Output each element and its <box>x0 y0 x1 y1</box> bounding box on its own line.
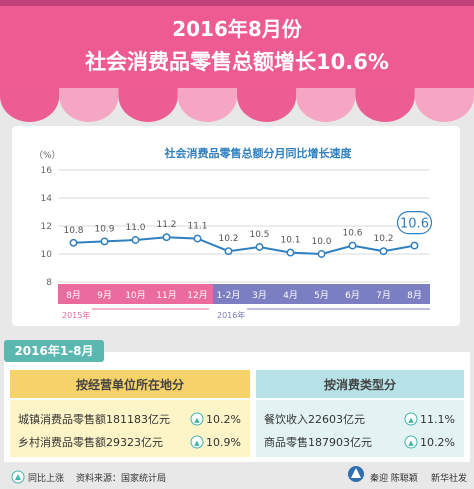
data-label: 10.9 <box>94 224 114 234</box>
awning-scallops <box>0 88 474 123</box>
awning-scallop <box>0 88 60 122</box>
data-point <box>69 238 78 247</box>
data-label: 10.8 <box>63 226 83 236</box>
awning-scallop <box>177 88 237 123</box>
source-label: 资料来源：国家统计局 <box>76 472 166 484</box>
data-point <box>100 237 109 246</box>
legend-label: 同比上涨 <box>28 472 64 484</box>
left-row-2-value: 10.9% <box>206 436 241 449</box>
up-triangle-icon <box>190 435 204 449</box>
data-point <box>348 241 357 250</box>
x-tick-label: 4月 <box>283 290 298 301</box>
data-labels: 10.8 10.9 11.0 11.2 11.1 10.2 10.5 10.1 10.0 10.6… <box>63 220 393 247</box>
x-tick-label: 10月 <box>125 290 145 301</box>
left-body-bg <box>10 400 250 457</box>
left-row-1-label: 城镇消费品零售额181183亿元 <box>18 412 170 426</box>
data-point <box>131 236 140 244</box>
data-label: 11.2 <box>156 220 176 230</box>
awning-scallop <box>237 88 297 122</box>
data-point <box>255 243 264 251</box>
period-label: 2016年1-8月 <box>14 343 93 358</box>
svg-text:▲: ▲ <box>194 416 200 424</box>
x-tick-labels: 8月 9月 10月 11月 12月 1-2月 3月 4月 5月 6月 7月 8月 <box>66 290 422 301</box>
y-tick-label: 10 <box>41 250 53 260</box>
awning-background <box>0 0 474 90</box>
data-point <box>410 241 419 250</box>
highlight-label: 10.6 <box>400 217 429 232</box>
title-line-1: 2016年8月份 <box>172 17 303 41</box>
right-heading: 按消费类型分 <box>324 377 396 392</box>
x-tick-label: 12月 <box>187 290 207 301</box>
y-tick-label: 12 <box>41 222 52 232</box>
y-tick-labels: 8 10 12 14 16 <box>41 166 53 288</box>
data-label: 10.5 <box>249 230 269 240</box>
left-heading: 按经营单位所在地分 <box>76 377 184 392</box>
x-tick-label: 7月 <box>376 290 391 301</box>
data-label: 10.0 <box>311 237 331 247</box>
awning-scallop <box>296 88 356 123</box>
x-tick-label: 8月 <box>407 290 422 301</box>
data-point <box>379 247 388 256</box>
data-label: 10.2 <box>373 234 393 244</box>
up-triangle-icon <box>190 412 204 426</box>
data-label: 10.6 <box>342 229 362 239</box>
data-point <box>162 233 171 242</box>
band-2015 <box>58 284 213 304</box>
chart-title: 社会消费品零售总额分月同比增长速度 <box>164 146 353 160</box>
data-label: 11.1 <box>187 222 207 232</box>
svg-text:▲: ▲ <box>408 439 414 447</box>
data-point <box>286 248 295 257</box>
left-row-1-value: 10.2% <box>206 413 241 426</box>
up-triangle-icon <box>404 412 418 426</box>
x-tick-label: 11月 <box>156 290 176 301</box>
grid <box>58 169 430 283</box>
x-tick-label: 6月 <box>345 290 360 301</box>
right-row-1-label: 餐饮收入22603亿元 <box>264 412 365 426</box>
svg-text:▲: ▲ <box>194 439 200 447</box>
y-tick-label: 16 <box>41 166 53 176</box>
right-row-2-label: 商品零售187903亿元 <box>264 435 372 449</box>
xinhua-logo-icon <box>348 466 364 482</box>
band-2016 <box>213 284 430 304</box>
x-tick-label: 8月 <box>66 290 81 301</box>
period-tag <box>4 340 104 362</box>
x-tick-label: 5月 <box>314 290 329 301</box>
y-axis-unit: （%） <box>34 150 61 161</box>
right-row-2-value: 10.2% <box>420 436 455 449</box>
awning-scallop <box>355 88 415 123</box>
x-tick-label: 9月 <box>97 290 112 301</box>
data-point <box>193 234 202 243</box>
awning-scallop <box>414 88 474 123</box>
y-tick-label: 14 <box>41 194 53 204</box>
right-body-bg <box>256 400 464 457</box>
awning-scallop <box>118 88 178 122</box>
highlight-callout: 10.6 <box>396 211 433 235</box>
awning-scallop <box>59 88 119 122</box>
data-points <box>69 233 419 258</box>
year-label-2015: 2015年 <box>62 310 90 320</box>
year-label-2016: 2016年 <box>217 310 245 320</box>
x-tick-label: 1-2月 <box>217 290 241 301</box>
data-point <box>224 247 233 256</box>
data-point <box>317 250 326 258</box>
left-heading-bg <box>10 370 250 398</box>
data-label: 10.2 <box>218 234 238 244</box>
left-row-2-label: 乡村消费品零售额29323亿元 <box>18 435 163 449</box>
title-line-2: 社会消费品零售总额增长10.6% <box>84 50 389 74</box>
data-label: 10.1 <box>280 236 300 246</box>
data-label: 11.0 <box>125 223 145 233</box>
up-triangle-icon <box>404 435 418 449</box>
right-heading-bg <box>256 370 464 398</box>
series-line <box>73 236 415 256</box>
authors-label: 秦迎 陈聪颖 <box>370 472 418 484</box>
right-row-1-value: 11.1% <box>420 413 455 426</box>
svg-text:▲: ▲ <box>408 416 414 424</box>
x-tick-label: 3月 <box>252 290 267 301</box>
y-tick-label: 8 <box>46 278 52 288</box>
agency-label: 新华社发 <box>431 472 467 484</box>
